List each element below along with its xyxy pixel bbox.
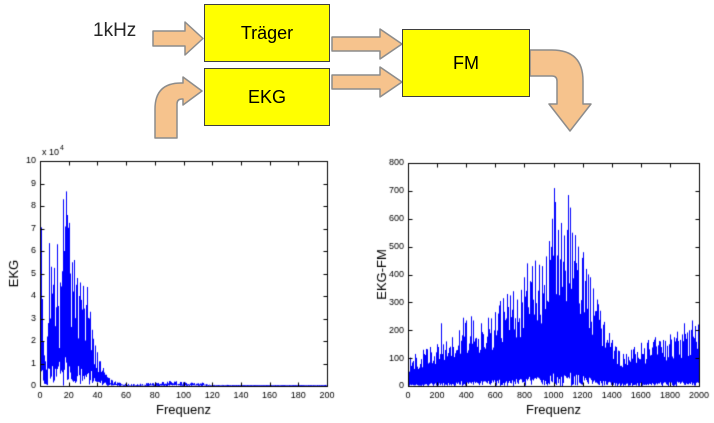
traeger-to-fm-arrow-icon [331,28,403,60]
ekg-to-fm-arrow-icon [331,66,403,98]
input-signal-label: 1kHz [93,20,137,41]
ekg-input-arrow-icon [154,76,203,139]
block-fm: FM [402,29,530,97]
block-fm-label: FM [453,52,479,73]
block-traeger-label: Träger [240,22,294,43]
ekg-spectrum-chart [0,140,352,423]
block-ekg: EKG [204,68,330,126]
block-ekg-label: EKG [247,86,286,107]
fm-output-arrow-icon [529,49,592,132]
input-arrow-icon [152,21,204,56]
block-traeger: Träger [204,4,330,62]
ekg-fm-spectrum-chart [352,140,714,423]
